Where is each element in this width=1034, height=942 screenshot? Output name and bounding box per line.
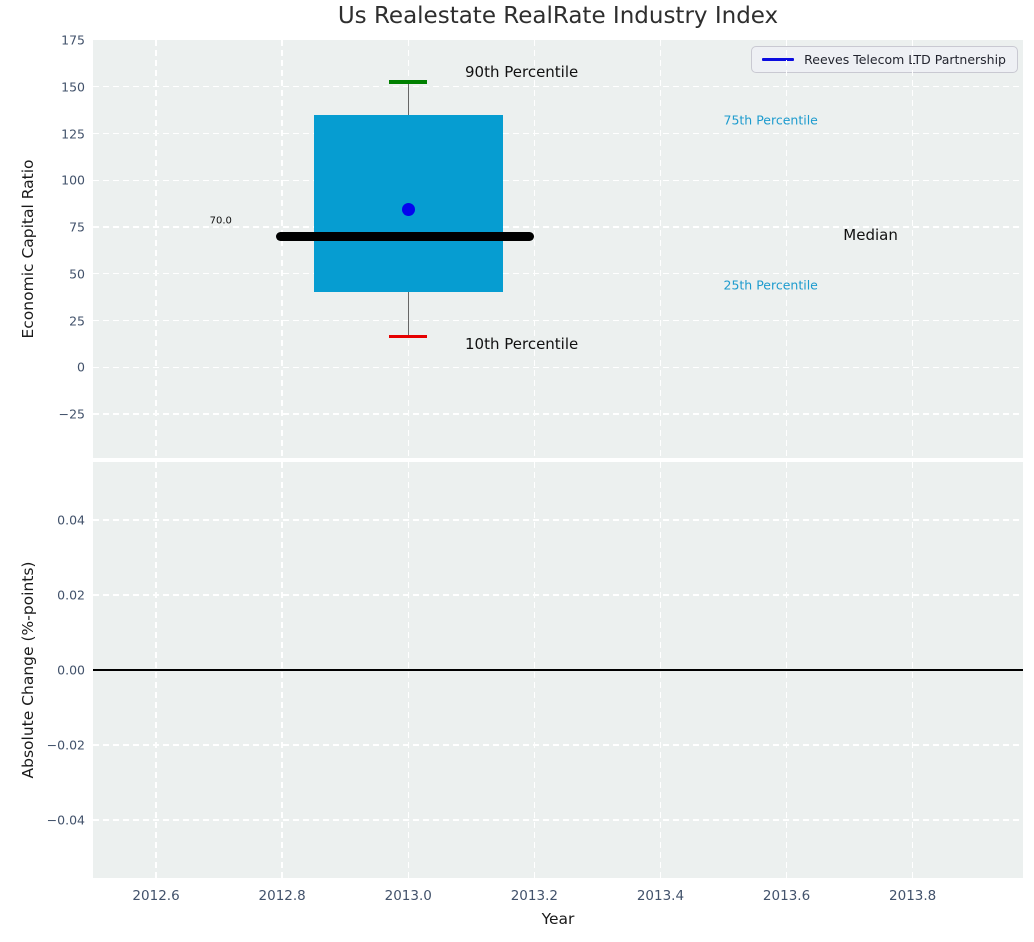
- x-tick-label: 2012.6: [132, 888, 180, 904]
- y-tick-label: 0.02: [57, 587, 85, 603]
- annotation-90th-percentile: 90th Percentile: [465, 62, 579, 81]
- mean-dot: [401, 202, 415, 216]
- y-tick-label: 0.00: [57, 662, 85, 678]
- whisker-cap-90th: [389, 80, 428, 84]
- gridline-horizontal: [93, 132, 1023, 135]
- gridline-vertical: [785, 40, 788, 458]
- y-tick-label: 125: [61, 126, 85, 141]
- gridline-vertical: [155, 40, 157, 458]
- gridline-horizontal: [93, 594, 1023, 596]
- annotation-25th-percentile: 25th Percentile: [723, 277, 818, 293]
- y-tick-label: 25: [69, 313, 85, 329]
- x-tick-label: 2013.4: [636, 888, 685, 904]
- gridline-horizontal: [93, 519, 1023, 521]
- gridline-horizontal: [93, 819, 1023, 821]
- gridline-horizontal: [93, 366, 1023, 368]
- y-tick-label: 0.04: [57, 512, 85, 528]
- gridline-horizontal: [93, 744, 1023, 746]
- gridline-vertical: [533, 40, 536, 458]
- gridline-vertical: [911, 40, 914, 458]
- gridline-vertical: [281, 40, 283, 458]
- y-axis-label-bottom: Absolute Change (%-points): [19, 561, 37, 779]
- annotation-10th-percentile: 10th Percentile: [465, 334, 579, 353]
- top-axes: Reeves Telecom LTD Partnership 90th Perc…: [93, 40, 1023, 458]
- gridline-horizontal: [93, 273, 1023, 275]
- y-tick-label: 150: [61, 79, 85, 95]
- x-tick-label: 2013.6: [762, 888, 811, 904]
- gridline-horizontal: [93, 319, 1023, 322]
- x-tick-label: 2013.2: [510, 888, 558, 904]
- x-tick-label: 2013.8: [889, 888, 937, 904]
- y-axis-label-top: Economic Capital Ratio: [19, 159, 37, 339]
- x-tick-label: 2013.0: [384, 888, 432, 904]
- median-line: [275, 231, 535, 241]
- annotation-70-0: 70.0: [209, 215, 232, 227]
- zero-line: [93, 669, 1023, 671]
- y-tick-label: −25: [58, 406, 85, 422]
- gridline-horizontal: [93, 86, 1023, 88]
- bottom-axes: [93, 462, 1023, 878]
- legend: Reeves Telecom LTD Partnership: [751, 46, 1018, 73]
- y-tick-label: 50: [69, 266, 85, 282]
- y-tick-label: 175: [61, 32, 85, 48]
- legend-label: Reeves Telecom LTD Partnership: [804, 52, 1006, 67]
- annotation-75th-percentile: 75th Percentile: [723, 112, 818, 128]
- y-tick-label: −0.02: [46, 737, 85, 753]
- gridline-horizontal: [93, 226, 1023, 228]
- annotation-median: Median: [843, 226, 898, 245]
- whisker-cap-10th: [389, 334, 428, 339]
- y-tick-label: 100: [61, 172, 85, 188]
- chart-title: Us Realestate RealRate Industry Index: [337, 3, 779, 29]
- y-tick-label: −0.04: [46, 812, 85, 828]
- gridline-horizontal: [93, 179, 1023, 181]
- y-tick-label: 0: [77, 359, 85, 375]
- gridline-vertical: [659, 40, 662, 458]
- legend-line-swatch: [762, 58, 795, 61]
- x-tick-label: 2012.8: [258, 888, 306, 904]
- x-axis-label: Year: [541, 910, 575, 928]
- y-tick-label: 75: [69, 219, 85, 235]
- gridline-horizontal: [93, 413, 1023, 415]
